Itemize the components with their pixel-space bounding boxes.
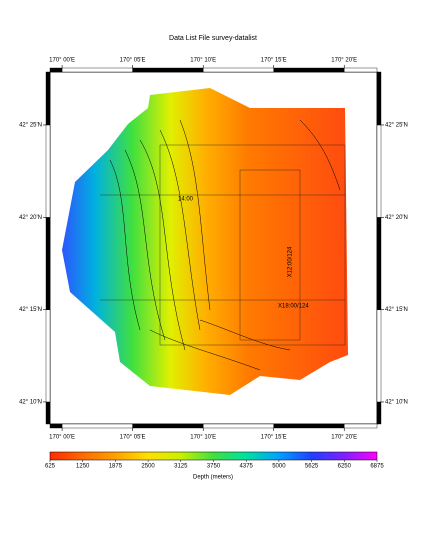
frame-band — [45, 401, 51, 425]
frame-band — [49, 423, 63, 429]
frame-band — [45, 124, 51, 218]
annotation: 14:00 — [178, 197, 194, 203]
colorbar-tick-label: 6250 — [338, 464, 352, 470]
x-tick-label: 170° 20'E — [331, 435, 357, 441]
colorbar-label: Depth (meters) — [193, 475, 233, 481]
frame-band — [376, 217, 382, 310]
frame-band — [376, 309, 382, 403]
frame-band — [132, 67, 204, 73]
x-tick-label: 170° 00'E — [49, 58, 75, 64]
annotation: X18:00/124 — [278, 304, 309, 310]
colorbar-tick-label: 3125 — [174, 464, 188, 470]
frame-band — [344, 67, 378, 73]
x-tick-label: 170° 10'E — [190, 58, 216, 64]
y-tick-label: 42° 20'N — [19, 215, 42, 221]
y-tick-label: 42° 25'N — [19, 123, 42, 129]
y-tick-label: 42° 10'N — [385, 400, 408, 406]
frame-band — [45, 309, 51, 403]
frame-band — [132, 423, 204, 429]
y-tick-label: 42° 25'N — [385, 123, 408, 129]
colorbar-tick-label: 3750 — [207, 464, 221, 470]
y-tick-label: 42° 15'N — [385, 307, 408, 313]
colorbar-tick-label: 1875 — [109, 464, 123, 470]
frame-band — [376, 401, 382, 425]
bathymetry-surface — [62, 88, 348, 395]
frame-band — [203, 423, 274, 429]
x-tick-label: 170° 10'E — [190, 435, 216, 441]
frame-band — [49, 67, 63, 73]
x-tick-label: 170° 00'E — [49, 435, 75, 441]
frame-band — [376, 71, 382, 126]
frame-band — [273, 67, 345, 73]
frame-band — [344, 423, 378, 429]
colorbar-tick-label: 2500 — [141, 464, 155, 470]
colorbar-tick-label: 4375 — [240, 464, 254, 470]
y-tick-label: 42° 10'N — [19, 400, 42, 406]
frame-band — [203, 67, 274, 73]
x-tick-label: 170° 05'E — [120, 58, 146, 64]
frame-band — [376, 124, 382, 218]
colorbar-tick-label: 5625 — [305, 464, 319, 470]
x-tick-label: 170° 15'E — [261, 435, 287, 441]
colorbar-tick-label: 1250 — [76, 464, 90, 470]
x-tick-label: 170° 20'E — [331, 58, 357, 64]
x-tick-label: 170° 05'E — [120, 435, 146, 441]
frame-band — [61, 423, 133, 429]
survey-area — [62, 88, 348, 395]
x-tick-label: 170° 15'E — [261, 58, 287, 64]
frame-band — [45, 71, 51, 126]
y-tick-label: 42° 20'N — [385, 215, 408, 221]
colorbar-tick-label: 625 — [45, 464, 56, 470]
colorbar-tick-label: 6875 — [370, 464, 384, 470]
colorbar-tick-label: 5000 — [272, 464, 286, 470]
frame-band — [273, 423, 345, 429]
tracklines — [100, 144, 346, 346]
frame-band — [45, 217, 51, 310]
map-title: Data List File survey-datalist — [169, 35, 257, 42]
annotation: X12:00/124 — [288, 246, 294, 277]
colorbar — [49, 451, 378, 461]
frame-band — [61, 67, 133, 73]
y-tick-label: 42° 15'N — [19, 307, 42, 313]
